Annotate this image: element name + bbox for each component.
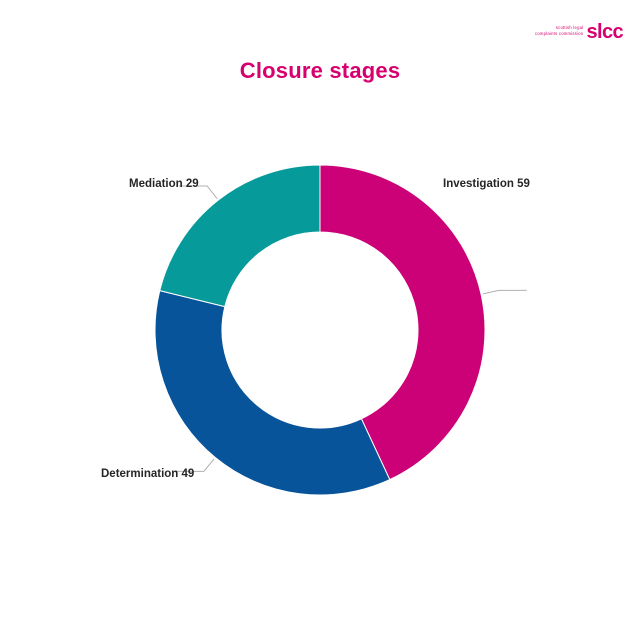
slcc-logo: scottish legal complaints commission slc…: [535, 21, 624, 43]
leader-line-determination: [173, 458, 215, 472]
donut-slices-group: [154, 164, 486, 496]
slice-label-mediation: Mediation 29: [129, 178, 199, 190]
logo-tagline: scottish legal complaints commission: [535, 26, 584, 37]
leader-line-investigation: [482, 289, 527, 295]
leader-lines-group: [173, 185, 527, 472]
logo-tagline-line-2: complaints commission: [534, 30, 584, 36]
slice-label-investigation: Investigation 59: [443, 178, 530, 190]
leader-line-mediation: [179, 185, 218, 199]
logo-wordmark: slcc: [586, 21, 623, 43]
donut-slice-investigation[interactable]: [319, 164, 486, 481]
logo-tagline-line-1: scottish legal: [555, 25, 584, 31]
page-title: Closure stages: [239, 58, 401, 83]
donut-slice-determination[interactable]: [154, 290, 391, 496]
slice-label-determination: Determination 49: [101, 468, 195, 480]
donut-slice-mediation[interactable]: [159, 164, 321, 308]
